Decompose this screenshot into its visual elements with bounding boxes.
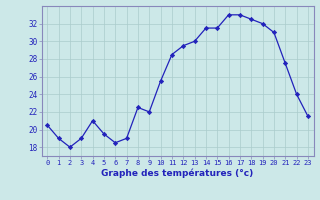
X-axis label: Graphe des températures (°c): Graphe des températures (°c) (101, 169, 254, 178)
